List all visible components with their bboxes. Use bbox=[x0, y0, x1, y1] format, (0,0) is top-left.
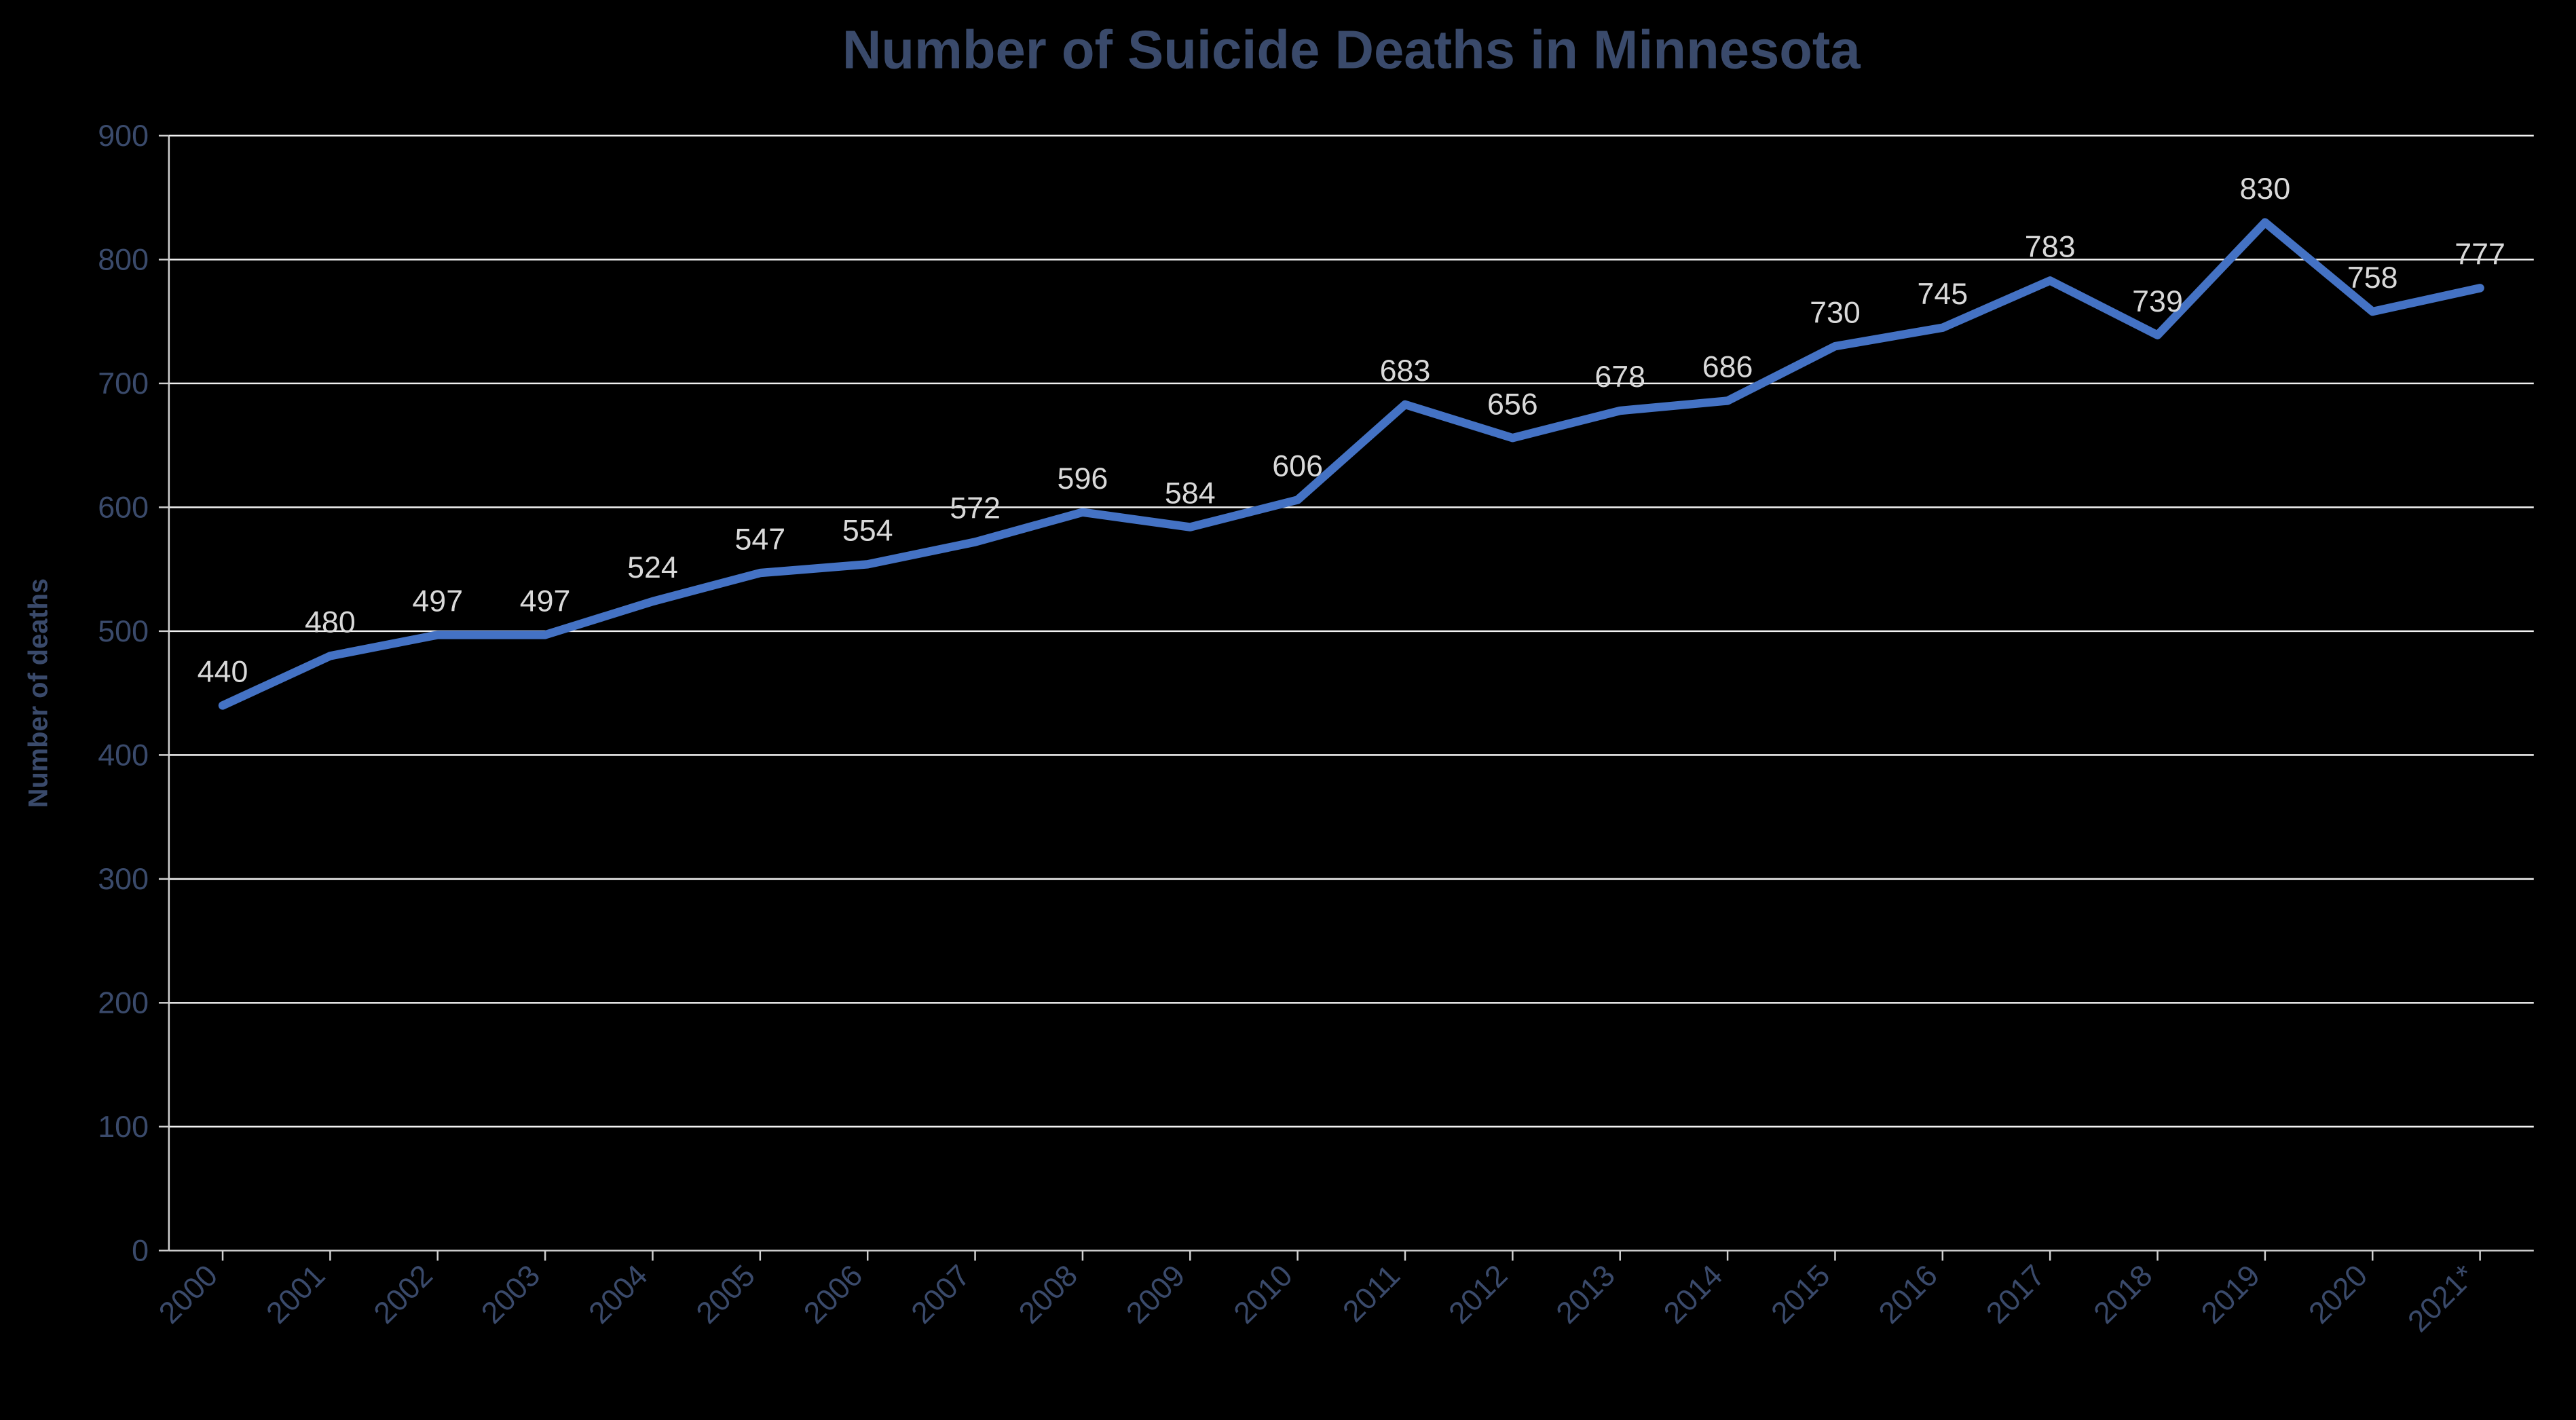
y-tick-label: 300 bbox=[98, 862, 149, 896]
data-label: 440 bbox=[198, 655, 248, 689]
y-tick-label: 0 bbox=[132, 1233, 149, 1267]
chart-container: Number of Suicide Deaths in Minnesota 0 10… bbox=[0, 0, 2576, 1420]
data-label: 497 bbox=[412, 584, 463, 618]
y-tick-label: 800 bbox=[98, 242, 149, 276]
data-label: 596 bbox=[1058, 462, 1108, 496]
y-tick-label: 700 bbox=[98, 367, 149, 400]
data-label: 524 bbox=[627, 550, 678, 584]
data-label: 497 bbox=[520, 584, 571, 618]
data-label: 606 bbox=[1272, 449, 1323, 483]
line-chart: Number of Suicide Deaths in Minnesota 0 10… bbox=[0, 0, 2576, 1420]
data-label: 656 bbox=[1487, 387, 1538, 421]
data-label: 683 bbox=[1380, 354, 1431, 388]
data-label: 739 bbox=[2132, 284, 2183, 318]
data-label: 777 bbox=[2454, 238, 2505, 272]
y-tick-label: 900 bbox=[98, 119, 149, 153]
data-label: 480 bbox=[305, 605, 356, 639]
data-label: 830 bbox=[2240, 172, 2291, 206]
y-axis-label-text: Number of deaths bbox=[24, 578, 54, 808]
data-label: 745 bbox=[1917, 277, 1968, 311]
data-label: 547 bbox=[734, 522, 785, 556]
y-tick-label: 600 bbox=[98, 490, 149, 524]
y-tick-label: 500 bbox=[98, 614, 149, 648]
y-tick-label: 100 bbox=[98, 1110, 149, 1144]
data-label: 783 bbox=[2025, 230, 2076, 264]
chart-title-text: Number of Suicide Deaths in Minnesota bbox=[842, 19, 1861, 79]
data-label: 730 bbox=[1810, 295, 1861, 329]
data-label: 758 bbox=[2347, 261, 2398, 295]
data-label: 686 bbox=[1702, 350, 1753, 384]
data-label: 584 bbox=[1165, 477, 1216, 510]
data-label: 554 bbox=[842, 513, 893, 547]
data-label: 572 bbox=[950, 491, 1001, 525]
y-tick-label: 400 bbox=[98, 738, 149, 772]
y-tick-label: 200 bbox=[98, 986, 149, 1020]
data-label: 678 bbox=[1594, 360, 1645, 394]
